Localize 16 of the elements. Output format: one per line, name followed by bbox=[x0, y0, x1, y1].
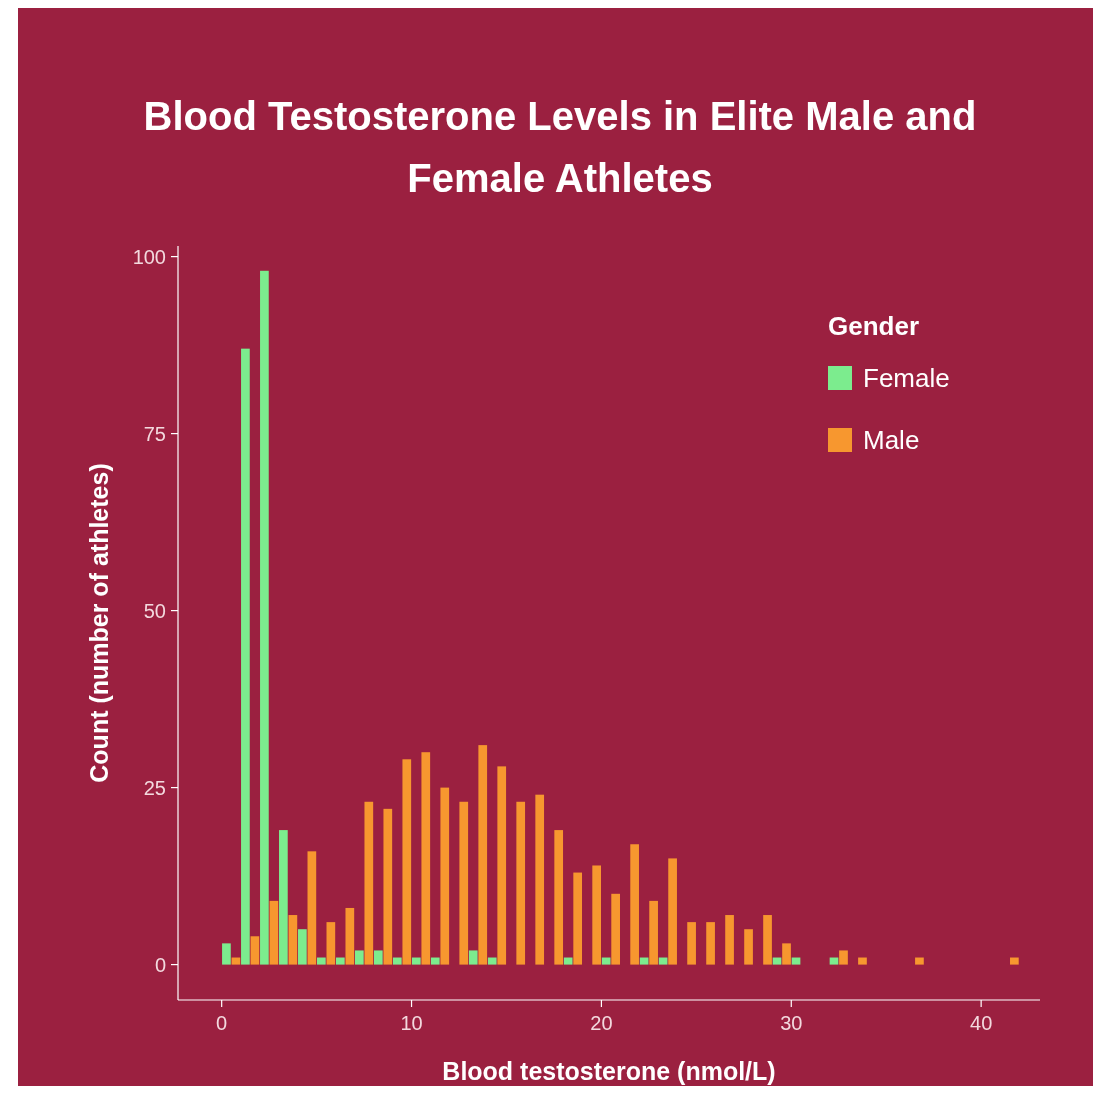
x-axis-title: Blood testosterone (nmol/L) bbox=[442, 1057, 776, 1085]
x-tick-label: 30 bbox=[780, 1012, 803, 1034]
y-tick-label: 100 bbox=[132, 245, 166, 268]
y-tick-label: 0 bbox=[154, 953, 166, 976]
chart-title: Blood Testosterone Levels in Elite Male and Female Athletes bbox=[143, 94, 977, 200]
legend-label: Male bbox=[863, 425, 920, 456]
x-tick-label: 40 bbox=[970, 1012, 993, 1034]
x-tick-label: 20 bbox=[590, 1012, 613, 1034]
legend-label: Female bbox=[863, 363, 950, 394]
y-tick-label: 25 bbox=[143, 776, 166, 799]
y-tick-label: 75 bbox=[143, 422, 166, 445]
y-tick-label: 50 bbox=[143, 599, 166, 622]
y-axis-title: Count (number of athletes) bbox=[85, 463, 113, 783]
x-tick-label: 0 bbox=[216, 1012, 228, 1034]
legend-title: Gender bbox=[828, 311, 920, 341]
x-tick-label: 10 bbox=[400, 1012, 423, 1034]
